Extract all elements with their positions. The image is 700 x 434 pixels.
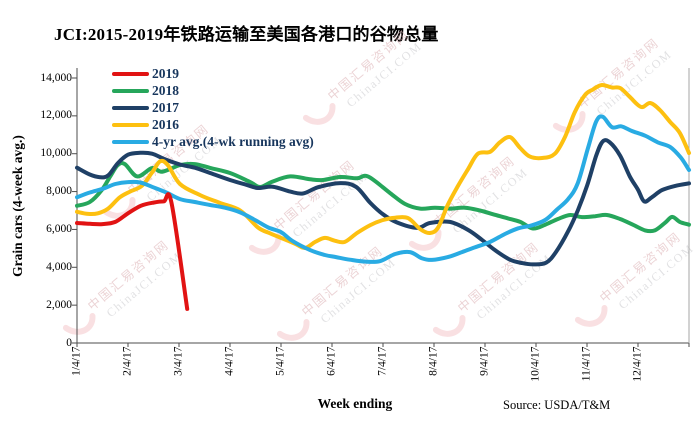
y-tick-label: 6,000 — [46, 222, 72, 235]
legend-item: 2016 — [112, 116, 314, 133]
x-tick-label: 9/4/17 — [478, 346, 491, 376]
legend-line-swatch — [112, 122, 149, 127]
legend-item-label: 2018 — [152, 82, 179, 98]
x-tick-label: 2/4/17 — [121, 346, 134, 376]
legend-line-swatch — [112, 105, 149, 110]
legend: 2019 2018 2017 2016 4-yr avg.(4-wk running a… — [112, 65, 314, 150]
legend-item-label: 2019 — [152, 65, 179, 81]
legend-item-label: 2016 — [152, 116, 179, 132]
legend-item: 2017 — [112, 99, 314, 116]
x-tick-label: 8/4/17 — [427, 346, 440, 376]
series-line-2017 — [75, 138, 691, 267]
series-line-2016 — [75, 82, 691, 251]
x-tick-label: 10/4/17 — [529, 346, 542, 382]
y-tick-label: 0 — [66, 336, 72, 349]
x-tick-label: 6/4/17 — [325, 346, 338, 376]
legend-line-swatch — [112, 71, 149, 76]
x-tick-label: 7/4/17 — [376, 346, 389, 376]
x-axis-title: Week ending — [317, 396, 393, 411]
source-note: Source: USDA/T&M — [503, 398, 611, 412]
x-tick-label: 1/4/17 — [70, 346, 83, 376]
legend-item: 4-yr avg.(4-wk running avg) — [112, 133, 314, 150]
legend-item: 2018 — [112, 82, 314, 99]
legend-item-label: 4-yr avg.(4-wk running avg) — [152, 133, 314, 149]
legend-item-label: 2017 — [152, 99, 179, 115]
x-tick-label: 5/4/17 — [274, 346, 287, 376]
y-tick-label: 12,000 — [40, 109, 72, 122]
y-axis-title: Grain cars (4-week avg.) — [10, 135, 25, 277]
y-tick-label: 4,000 — [46, 260, 72, 273]
series-line-4-yr-avg-4-wk-running-avg- — [75, 114, 691, 264]
y-tick-label: 8,000 — [46, 185, 72, 198]
x-tick-label: 11/4/17 — [580, 346, 593, 382]
x-tick-label: 12/4/17 — [631, 346, 644, 382]
series-line-2019 — [75, 192, 190, 311]
y-tick-label: 14,000 — [40, 71, 72, 84]
chart-title: JCI:2015-2019年铁路运输至美国各港口的谷物总量 — [54, 25, 439, 44]
x-tick-label: 3/4/17 — [172, 346, 185, 376]
x-tick-label: 4/4/17 — [223, 346, 236, 376]
legend-item: 2019 — [112, 65, 314, 82]
legend-line-swatch — [112, 139, 149, 144]
y-tick-label: 10,000 — [40, 147, 72, 160]
series-line-2018 — [75, 161, 691, 234]
legend-line-swatch — [112, 88, 149, 93]
y-tick-label: 2,000 — [46, 298, 72, 311]
